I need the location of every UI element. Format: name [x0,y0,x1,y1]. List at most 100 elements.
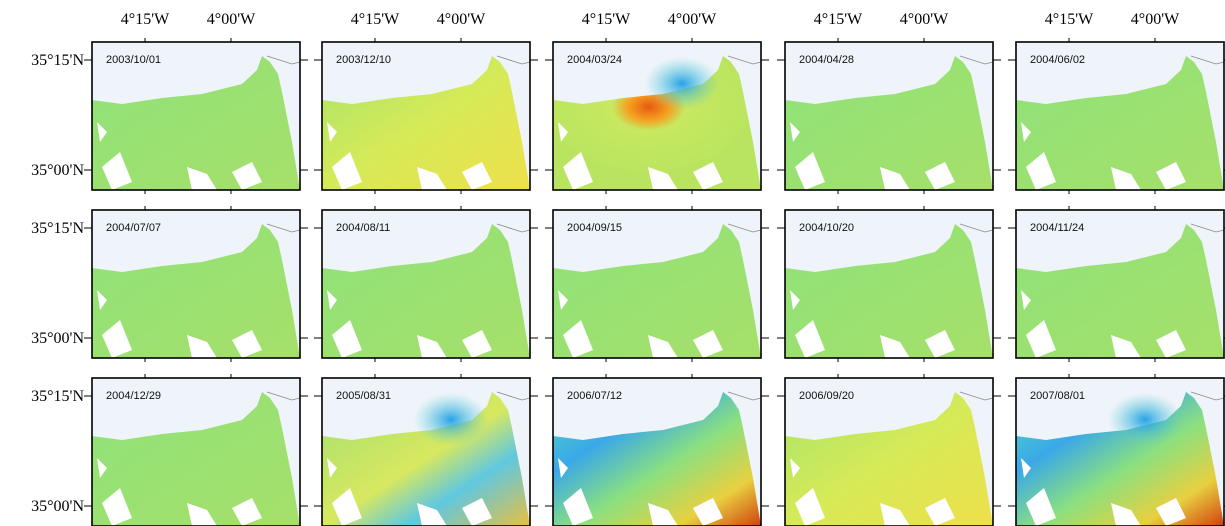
map-panel: 2004/04/28 [777,38,1001,194]
no-data [327,122,337,142]
no-data [462,330,492,358]
panel-date: 2003/10/01 [106,54,161,66]
no-data [795,320,825,358]
no-data [925,330,955,358]
no-data [1156,330,1186,358]
no-data [693,162,723,190]
no-data [417,335,447,358]
no-data [1111,503,1141,526]
panel-date: 2004/12/29 [106,390,161,402]
no-data [558,458,568,478]
coastline [727,223,762,233]
panel-frame [552,377,762,526]
no-data [102,320,132,358]
lat-label: 35°00'N [31,498,84,515]
panel-frame [321,41,531,191]
no-data [1026,488,1056,526]
no-data [558,290,568,310]
coastline [959,223,994,233]
map-panel: 2005/08/31 [314,374,538,526]
no-data [790,458,800,478]
no-data [790,122,800,142]
no-data [563,152,593,190]
no-data [648,167,678,190]
no-data [232,498,262,526]
panel-frame [91,41,301,191]
panel-date: 2004/07/07 [106,222,161,234]
no-data [327,290,337,310]
map-panel: 2004/06/02 [1008,38,1225,194]
anomaly [553,42,761,190]
lat-label: 35°15'N [31,52,84,69]
no-data [102,152,132,190]
map-panel: 2003/10/01 [84,38,308,194]
no-data [1156,162,1186,190]
no-data [187,503,217,526]
no-data [558,122,568,142]
land-data [1016,224,1224,358]
map-panel: 2006/09/20 [777,374,1001,526]
land-data [92,56,300,190]
anomaly [322,378,530,526]
lon-label: 4°15'W [814,11,863,28]
panel-date: 2005/08/31 [336,390,391,402]
no-data [187,167,217,190]
panel-frame [552,209,762,359]
lon-label: 4°00'W [900,11,949,28]
lat-label: 35°00'N [31,162,84,179]
no-data [563,320,593,358]
coastline [959,391,994,401]
coastline [266,55,301,65]
no-data [1026,320,1056,358]
lat-label: 35°00'N [31,330,84,347]
land-data [1016,56,1224,190]
no-data [97,458,107,478]
land-data [785,224,993,358]
coastline [266,391,301,401]
coastline [1190,55,1225,65]
no-data [648,503,678,526]
panel-date: 2004/06/02 [1030,54,1085,66]
coastline [1190,223,1225,233]
panel-date: 2004/08/11 [336,222,390,234]
coastline [266,223,301,233]
no-data [1021,458,1031,478]
coastline [496,391,531,401]
lon-label: 4°15'W [1045,11,1094,28]
no-data [332,152,362,190]
panel-frame [1015,377,1225,526]
no-data [232,330,262,358]
map-panel: 2006/07/12 [545,374,769,526]
coastline [496,55,531,65]
panel-date: 2004/09/15 [567,222,622,234]
map-panel: 2004/08/11 [314,206,538,362]
no-data [327,458,337,478]
panel-frame [321,209,531,359]
no-data [462,162,492,190]
no-data [97,290,107,310]
no-data [1026,152,1056,190]
lon-label: 4°15'W [121,11,170,28]
panel-date: 2003/12/10 [336,54,391,66]
map-panel: 2004/12/29 [84,374,308,526]
panel-frame [1015,41,1225,191]
panel-frame [784,41,994,191]
no-data [1021,122,1031,142]
lon-label: 4°00'W [1131,11,1180,28]
land-data [785,392,993,526]
panel-date: 2007/08/01 [1030,390,1085,402]
no-data [880,167,910,190]
map-panel: 2004/09/15 [545,206,769,362]
no-data [187,335,217,358]
no-data [102,488,132,526]
no-data [795,488,825,526]
no-data [925,498,955,526]
lon-label: 4°15'W [582,11,631,28]
anomaly [1016,378,1224,526]
panel-date: 2004/11/24 [1030,222,1084,234]
no-data [97,122,107,142]
no-data [648,335,678,358]
no-data [693,498,723,526]
coastline [727,391,762,401]
